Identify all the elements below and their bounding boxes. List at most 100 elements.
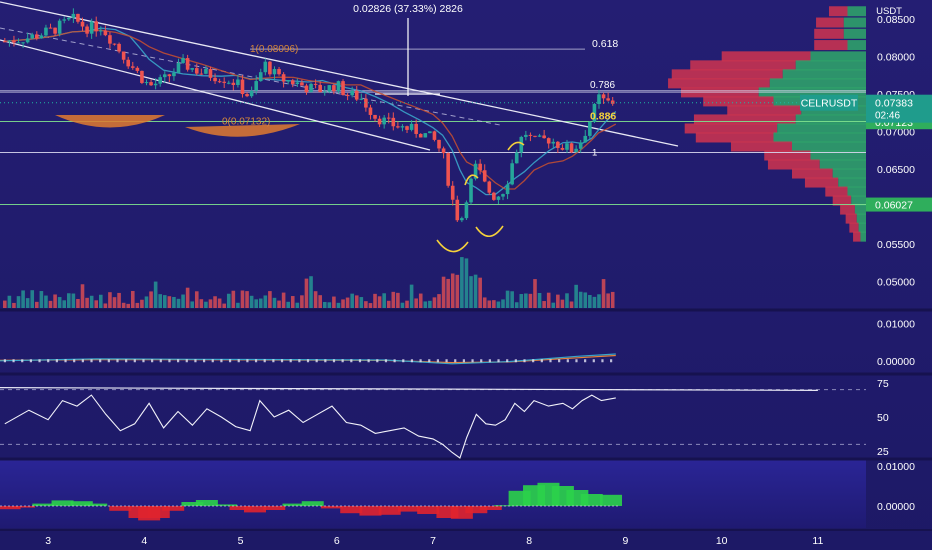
- histogram-bar: [85, 503, 108, 506]
- histogram-bar: [340, 506, 363, 514]
- profile-buy-bar: [847, 6, 866, 17]
- rsi-tick-label: 75: [877, 378, 889, 390]
- volume-bar: [172, 296, 176, 308]
- candle-body: [377, 118, 382, 125]
- histogram-bar: [465, 506, 488, 514]
- candle-body: [66, 17, 71, 20]
- profile-buy-bar: [843, 28, 866, 39]
- candle-body: [606, 98, 610, 101]
- candle-body: [574, 148, 578, 153]
- candle-body: [140, 70, 144, 83]
- volume-bar: [94, 300, 99, 308]
- volume-bar: [249, 295, 254, 308]
- candle-body: [368, 107, 373, 115]
- x-tick-label: 4: [141, 535, 147, 547]
- candle-body: [542, 135, 546, 139]
- macd-dot: [471, 359, 474, 363]
- candle-body: [76, 13, 80, 22]
- candle-body: [12, 40, 16, 43]
- x-tick-label: 11: [812, 535, 823, 547]
- volume-bar: [359, 297, 364, 308]
- volume-bar: [89, 295, 94, 308]
- volume-bar: [601, 279, 606, 308]
- macd-dot: [272, 359, 275, 363]
- candle-body: [213, 77, 217, 82]
- volume-bar: [236, 302, 240, 308]
- candle-body: [48, 27, 53, 29]
- profile-buy-bar: [777, 123, 866, 134]
- volume-bar: [98, 294, 103, 308]
- profile-buy-bar: [769, 78, 866, 89]
- macd-dot: [125, 359, 128, 363]
- volume-bar: [510, 291, 514, 308]
- candle-body: [569, 143, 574, 153]
- measure-label: 0.02826 (37.33%) 2826: [353, 3, 463, 15]
- candle-body: [53, 27, 57, 34]
- volume-bar: [478, 277, 482, 308]
- candle-body: [149, 82, 153, 86]
- histogram-bar: [378, 506, 401, 515]
- histogram-bar: [229, 506, 252, 510]
- macd-dot: [523, 359, 526, 363]
- macd-dot: [64, 359, 67, 363]
- candle-body: [112, 43, 117, 45]
- profile-sell-bar: [829, 6, 848, 17]
- volume-bar: [432, 297, 437, 308]
- volume-bar: [514, 302, 519, 308]
- candle-body: [39, 35, 44, 39]
- volume-bar: [222, 303, 226, 308]
- price-tick-label: 0.05500: [877, 239, 915, 251]
- candle-body: [450, 185, 455, 200]
- volume-bar: [460, 257, 464, 308]
- candle-body: [428, 131, 432, 134]
- price-tick-label: 0.06500: [877, 164, 915, 176]
- profile-sell-bar: [764, 150, 811, 161]
- volume-bar: [181, 294, 185, 308]
- candle-body: [386, 117, 391, 119]
- profile-sell-bar: [840, 204, 855, 215]
- volume-bar: [71, 293, 76, 308]
- volume-bar: [588, 295, 592, 308]
- volume-bar: [469, 276, 473, 308]
- macd-dot: [263, 359, 266, 363]
- profile-sell-bar: [804, 177, 839, 188]
- volume-bar: [217, 298, 222, 308]
- macd-dot: [194, 359, 197, 363]
- x-tick-label: 10: [716, 535, 728, 547]
- volume-bar: [441, 276, 446, 308]
- volume-bar: [80, 284, 85, 308]
- volume-bar: [258, 298, 263, 308]
- volume-bar: [332, 296, 336, 308]
- profile-sell-bar: [849, 222, 859, 233]
- volume-bar: [103, 303, 108, 308]
- volume-bar: [482, 297, 487, 308]
- price-axis: 0.085000.080000.075000.070000.065000.060…: [0, 14, 932, 547]
- last-price-tag: [866, 94, 932, 123]
- candle-body: [432, 131, 437, 140]
- fib-label: 0(0.07132): [222, 117, 270, 128]
- macd-dot: [350, 359, 353, 363]
- trendline-upper: [0, 1, 679, 147]
- candle-body: [7, 40, 12, 42]
- macd-dot: [151, 359, 154, 363]
- profile-buy-bar: [782, 69, 866, 80]
- volume-bar: [121, 302, 126, 308]
- candle-body: [359, 98, 364, 100]
- volume-bar: [501, 299, 505, 308]
- price-level-tag-label: 0.06027: [875, 200, 913, 212]
- candle-body: [190, 68, 195, 70]
- volume-bar: [62, 300, 67, 308]
- candle-body: [464, 202, 469, 219]
- candle-body: [254, 81, 258, 91]
- candle-body: [199, 73, 204, 75]
- macd-dot: [358, 359, 362, 363]
- volume-bar: [364, 301, 368, 308]
- volume-bar: [473, 274, 478, 308]
- candle-body: [85, 26, 89, 34]
- profile-sell-bar: [671, 69, 783, 80]
- candle-body: [258, 72, 263, 82]
- volume-bar: [368, 303, 373, 308]
- volume-bar: [153, 281, 158, 308]
- volume-bar: [226, 293, 231, 308]
